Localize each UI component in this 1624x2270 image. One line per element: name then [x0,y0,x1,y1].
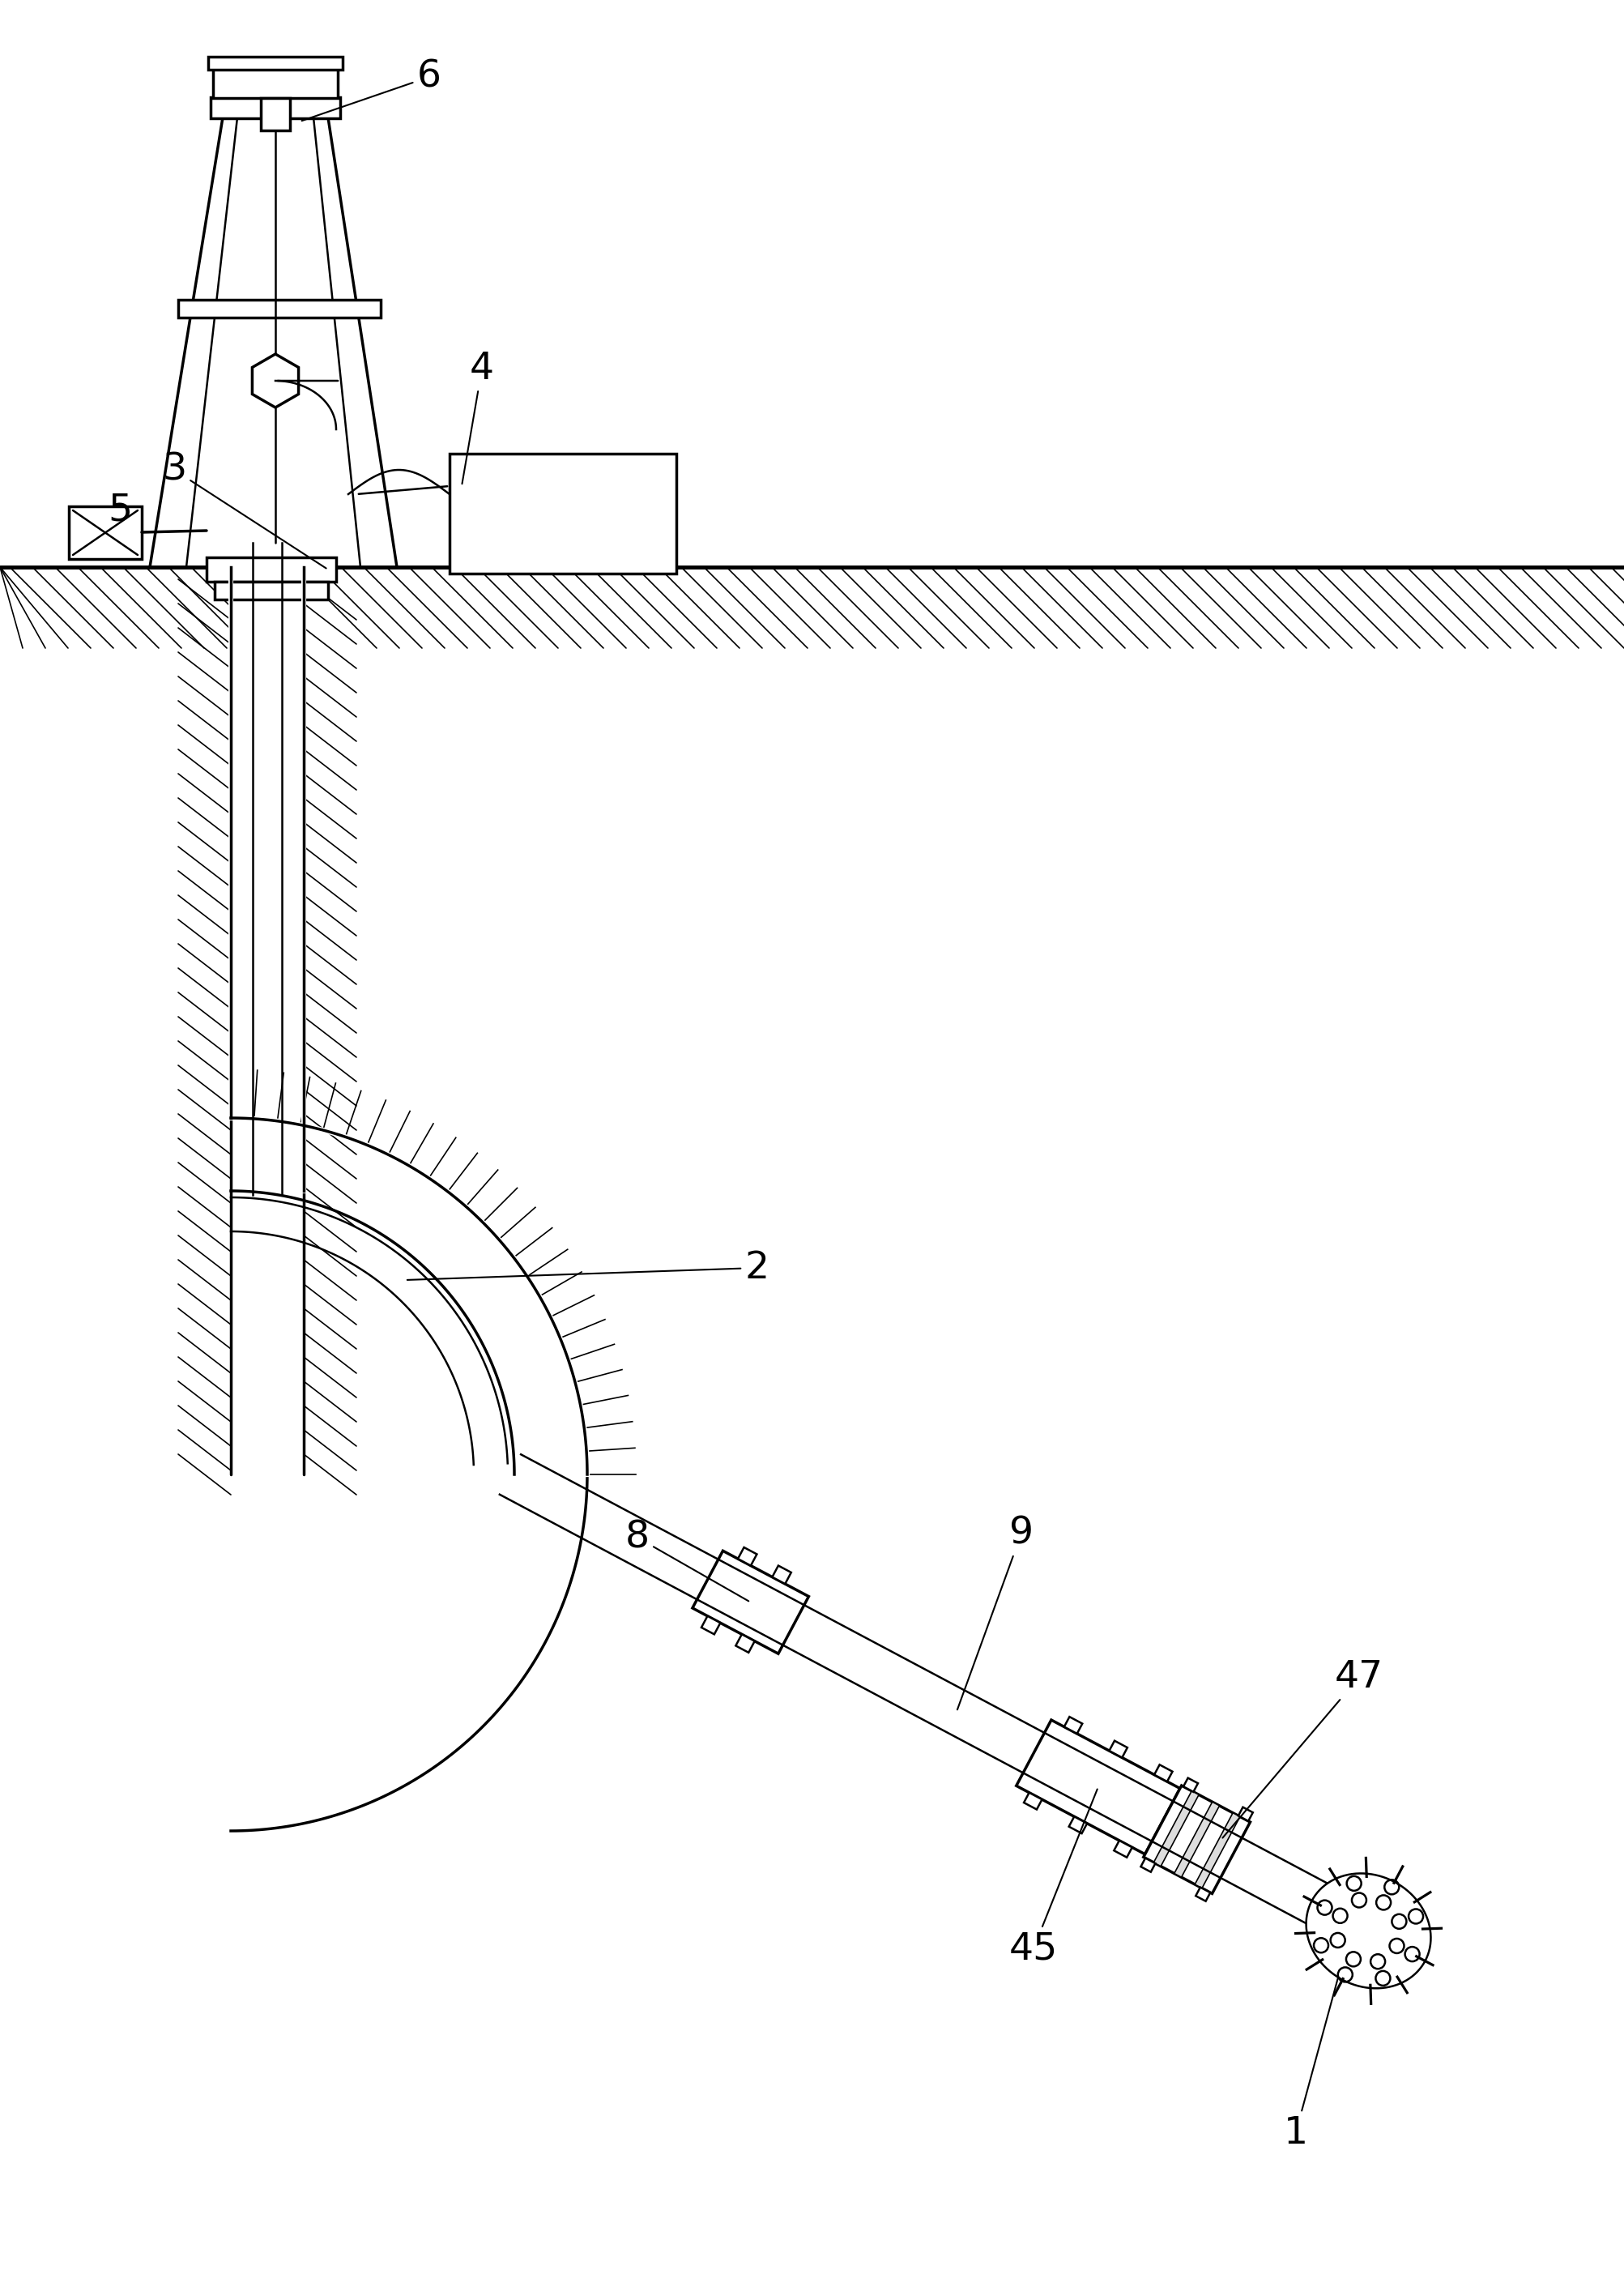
Bar [213,68,338,98]
Bar [68,506,141,558]
Polygon shape [1140,1859,1155,1873]
Text: 9: 9 [957,1516,1033,1709]
Polygon shape [1143,1786,1249,1893]
Bar [211,98,339,118]
Circle shape [1346,1875,1361,1891]
Text: 1: 1 [1283,1957,1343,2152]
Text: 4: 4 [461,350,494,484]
Polygon shape [252,354,299,409]
Circle shape [1392,1914,1406,1930]
Circle shape [1408,1909,1423,1923]
Circle shape [1332,1909,1346,1923]
Circle shape [1384,1880,1398,1895]
Polygon shape [1237,1807,1252,1821]
Polygon shape [737,1548,757,1566]
Text: 5: 5 [107,493,132,529]
Polygon shape [1174,1802,1220,1877]
Text: 6: 6 [302,59,442,120]
Bar [261,98,289,129]
Bar [208,57,343,70]
Text: 2: 2 [408,1249,770,1287]
Bar [179,300,380,318]
Polygon shape [1114,1841,1132,1857]
Polygon shape [1153,1791,1199,1866]
Polygon shape [1109,1741,1127,1757]
Polygon shape [1182,1777,1197,1791]
Polygon shape [1015,1721,1179,1855]
Circle shape [1371,1954,1385,1968]
Circle shape [1337,1968,1351,1982]
Polygon shape [1153,1764,1173,1782]
Circle shape [1314,1939,1328,1952]
Text: 47: 47 [1221,1659,1382,1839]
Polygon shape [702,1616,719,1634]
Circle shape [1351,1893,1366,1907]
Bar [214,581,328,599]
Circle shape [1330,1934,1345,1948]
Polygon shape [1069,1816,1086,1834]
Polygon shape [1195,1886,1210,1902]
Polygon shape [736,1634,754,1653]
Text: 8: 8 [625,1519,749,1600]
Polygon shape [1194,1814,1239,1889]
Polygon shape [771,1566,791,1584]
Polygon shape [1306,1873,1431,1989]
Polygon shape [1064,1716,1082,1734]
Circle shape [1405,1948,1419,1961]
Bar [450,454,676,574]
Polygon shape [1023,1793,1041,1809]
Circle shape [1317,1900,1332,1916]
Circle shape [1376,1970,1390,1986]
Text: 3: 3 [162,452,326,568]
Polygon shape [692,1550,809,1653]
Circle shape [1389,1939,1403,1952]
Circle shape [1376,1895,1390,1909]
Circle shape [1345,1952,1359,1966]
Text: 45: 45 [1009,1789,1096,1968]
Bar [206,558,336,581]
